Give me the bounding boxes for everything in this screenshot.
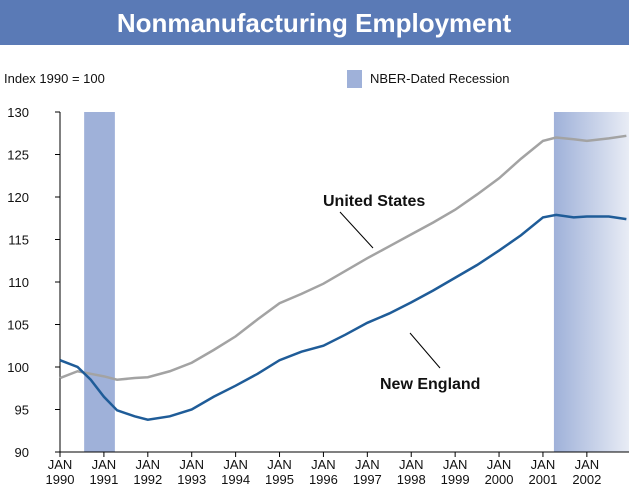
x-tick-label: JAN 1995 — [265, 457, 294, 487]
annotation-pointer — [339, 211, 374, 249]
x-tick-label: JAN 1996 — [309, 457, 338, 487]
series-line — [59, 134, 627, 382]
title-banner — [0, 0, 629, 45]
y-tick-label: 110 — [8, 275, 29, 290]
y-tick-label: 100 — [7, 360, 29, 375]
x-tick-label: JAN 2002 — [572, 457, 601, 487]
x-tick-label: JAN 1991 — [89, 457, 118, 487]
y-tick-label: 105 — [7, 318, 29, 333]
recession-band — [553, 112, 629, 452]
y-tick-label: 95 — [15, 403, 29, 418]
x-tick-label: JAN 1997 — [353, 457, 382, 487]
annotation-pointer — [409, 332, 441, 369]
x-tick-label: JAN 2001 — [528, 457, 557, 487]
legend-swatch — [347, 70, 362, 88]
x-tick-label: JAN 1999 — [441, 457, 470, 487]
x-tick-label: JAN 1992 — [133, 457, 162, 487]
legend-label: NBER-Dated Recession — [370, 71, 509, 86]
recession-band — [84, 112, 115, 452]
y-tick-label: 120 — [7, 190, 29, 205]
series-line — [59, 213, 627, 421]
y-tick-label: 125 — [7, 148, 29, 163]
y-tick-label: 90 — [15, 445, 29, 460]
y-tick-label: 115 — [8, 233, 29, 248]
x-tick-label: JAN 1993 — [177, 457, 206, 487]
series-label: New England — [380, 376, 480, 393]
series-label: United States — [323, 193, 425, 210]
x-tick-label: JAN 1994 — [221, 457, 250, 487]
chart-title: Nonmanufacturing Employment — [117, 8, 512, 38]
x-tick-label: JAN 2000 — [485, 457, 514, 487]
subtitle: Index 1990 = 100 — [4, 71, 105, 86]
y-tick-label: 130 — [7, 105, 29, 120]
x-tick-label: JAN 1998 — [397, 457, 426, 487]
x-tick-label: JAN 1990 — [46, 457, 75, 487]
